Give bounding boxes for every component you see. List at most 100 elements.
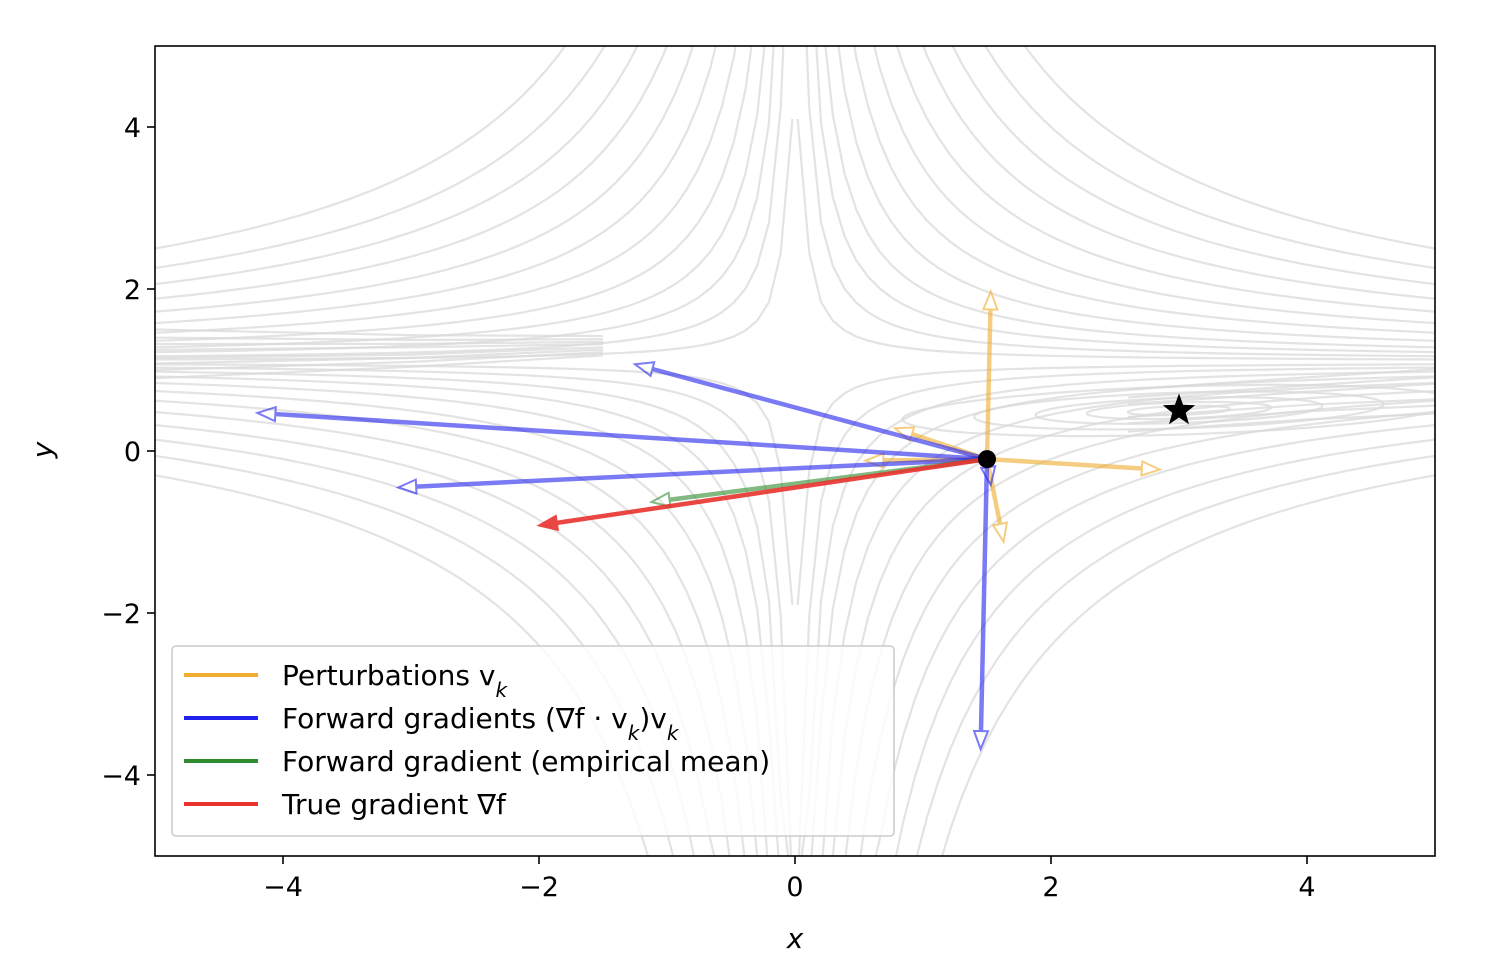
arrow-shaft <box>986 456 1142 471</box>
arrow-head <box>254 405 277 423</box>
x-axis-label: x <box>786 922 804 955</box>
legend-box <box>171 645 895 837</box>
arrow <box>536 456 988 532</box>
contour-line <box>796 363 1435 605</box>
contour-line <box>155 46 737 334</box>
contour-line <box>155 46 717 325</box>
contour-line <box>805 46 1435 358</box>
arrow-head <box>632 361 656 378</box>
arrow-shaft <box>556 456 988 526</box>
arrow-shaft <box>416 456 988 489</box>
contour-line <box>155 346 604 359</box>
arrow <box>981 288 999 460</box>
current-point <box>978 450 996 469</box>
contour-line <box>155 46 775 354</box>
arrow-head <box>981 288 999 311</box>
contour-line <box>821 381 1435 856</box>
arrow <box>632 361 988 462</box>
contour-ellipse <box>1034 396 1324 425</box>
y-tick-label: −2 <box>101 599 141 630</box>
contour-line <box>859 411 1435 856</box>
contour-line <box>815 46 1435 354</box>
arrow-head <box>991 521 1009 545</box>
contour-line <box>155 411 731 856</box>
x-tick-label: −4 <box>263 872 303 903</box>
legend-label: Forward gradient (empirical mean) <box>282 745 770 778</box>
contour-ellipse <box>973 390 1385 431</box>
legend-label: Forward gradients (∇f · vk)vk <box>282 702 680 745</box>
contour-line <box>915 454 1435 856</box>
contour-line <box>155 328 604 338</box>
contour-line <box>155 389 759 856</box>
y-axis-label: y <box>26 441 59 459</box>
y-tick-label: 0 <box>124 437 141 468</box>
y-tick-label: 4 <box>124 113 141 144</box>
contour-line <box>155 46 606 270</box>
legend-label: True gradient ∇f <box>281 788 507 821</box>
optimum-star <box>1162 393 1196 425</box>
arrow <box>254 405 988 462</box>
x-tick-label: 2 <box>1042 872 1059 903</box>
legend-label: Perturbations vk <box>282 659 509 702</box>
contour-line <box>155 454 675 856</box>
contour-line <box>940 474 1435 856</box>
contour-line <box>155 46 785 358</box>
contour-line <box>155 343 604 351</box>
marker-layer <box>978 393 1196 469</box>
contour-line <box>837 46 1435 342</box>
contour-line <box>155 370 790 856</box>
contour-line <box>874 424 1435 856</box>
contour-line <box>853 46 1435 334</box>
x-tick-label: −2 <box>519 872 559 903</box>
contour-line <box>155 348 604 365</box>
contour-line <box>1023 46 1435 250</box>
contour-line <box>155 336 604 342</box>
arrow <box>972 459 990 752</box>
contour-line <box>984 46 1435 270</box>
contour-line <box>155 474 650 856</box>
contour-ellipse <box>1126 404 1232 417</box>
arrow-head <box>648 491 672 509</box>
arrow <box>984 458 1009 545</box>
contour-line <box>155 340 604 346</box>
axis-ticks: −4 −2 0 2 4 −4 −2 0 2 4 <box>101 113 1315 903</box>
contour-line <box>796 118 1435 361</box>
x-tick-label: 4 <box>1298 872 1315 903</box>
contour-line <box>873 46 1435 325</box>
contour-line <box>922 46 1435 300</box>
contour-line <box>155 46 668 300</box>
arrow-shaft <box>275 411 988 462</box>
arrow-shaft <box>984 458 1003 525</box>
arrow-shaft <box>984 309 993 460</box>
contour-line <box>797 366 1435 856</box>
y-tick-label: −4 <box>101 761 141 792</box>
contour-line <box>1127 376 1435 399</box>
arrow-layer <box>254 288 1163 752</box>
contour-line <box>155 46 766 349</box>
arrow <box>986 456 1163 477</box>
arrow <box>395 456 988 496</box>
arrow-shaft <box>651 366 988 462</box>
x-tick-label: 0 <box>786 872 803 903</box>
contour-line <box>1127 382 1435 406</box>
arrow-head <box>972 729 990 752</box>
contour-line <box>155 399 746 856</box>
contour-line <box>155 46 639 286</box>
contour-line <box>155 46 567 250</box>
contour-line <box>155 354 604 380</box>
contour-line <box>155 46 695 313</box>
arrow-head <box>536 514 559 532</box>
arrow-head <box>1140 459 1163 477</box>
arrow-head <box>395 478 418 496</box>
contour-line <box>1127 398 1435 419</box>
contour-line <box>1127 412 1435 433</box>
arrow-shaft <box>978 459 990 732</box>
contour-line <box>894 438 1435 856</box>
y-tick-label: 2 <box>124 275 141 306</box>
contour-line <box>895 46 1435 313</box>
contour-line <box>824 46 1435 349</box>
contour-line <box>951 46 1435 286</box>
contour-line <box>155 351 604 372</box>
